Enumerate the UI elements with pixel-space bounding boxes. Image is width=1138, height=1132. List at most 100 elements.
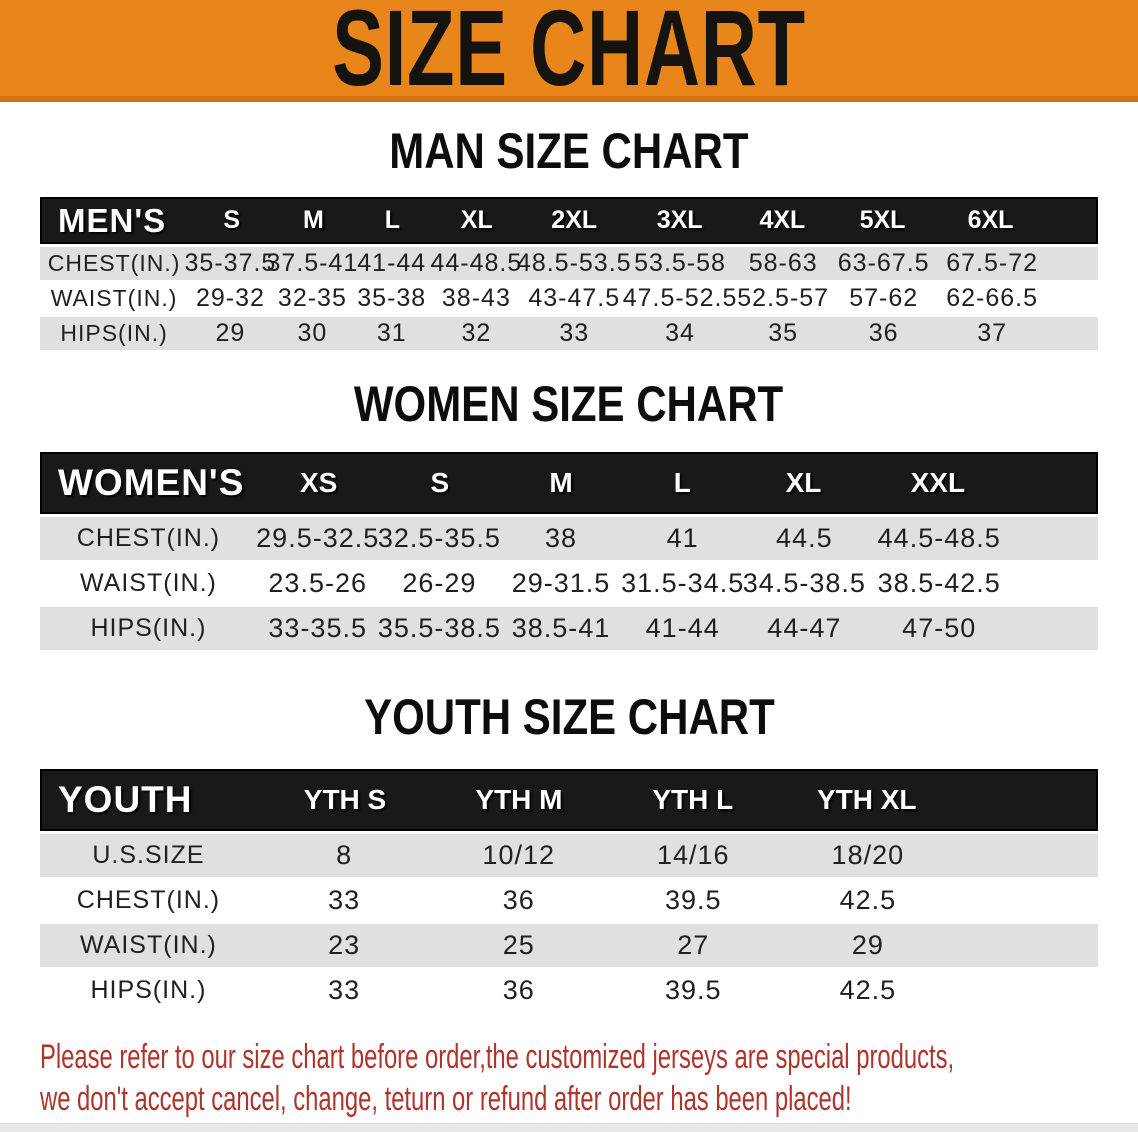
size-value-cell: 41-44 [357, 249, 427, 277]
size-value-cell: 32 [461, 319, 492, 347]
table-row: HIPS(IN.) 33 36 39.5 42.5 [40, 969, 1098, 1012]
disclaimer-line-2: we don't accept cancel, change, teturn o… [40, 1080, 852, 1118]
column-header-cell: 6XL [967, 206, 1014, 234]
size-value-cell: 29 [851, 930, 884, 960]
size-value-cell: 31.5-34.5 [621, 568, 745, 598]
title-text: YOUTH SIZE CHART [363, 689, 775, 745]
table-row: CHEST(IN.) 33 36 39.5 42.5 [40, 879, 1098, 922]
size-value-cell: 39.5 [665, 885, 722, 915]
row-label: WAIST(IN.) [80, 931, 217, 959]
column-header-cell: XS [299, 467, 338, 498]
table-header-label: YOUTH [58, 779, 193, 820]
size-value-cell: 44.5-48.5 [877, 523, 1001, 553]
table-header-label: WOMEN'S [58, 462, 245, 503]
row-label: HIPS(IN.) [90, 614, 207, 642]
row-label: HIPS(IN.) [90, 976, 207, 1004]
youth-size-chart-title: YOUTH SIZE CHART [0, 689, 1138, 745]
table-row: WAIST(IN.) 23.5-26 26-29 29-31.5 31.5-34.5 34… [40, 562, 1098, 605]
size-value-cell: 23 [328, 930, 361, 960]
size-value-cell: 44.5 [776, 523, 833, 553]
size-value-cell: 38.5-42.5 [877, 568, 1001, 598]
row-label: HIPS(IN.) [60, 320, 168, 346]
size-value-cell: 42.5 [839, 975, 897, 1005]
column-header-cell: 4XL [759, 206, 806, 234]
size-value-cell: 48.5-53.5 [516, 249, 632, 277]
size-value-cell: 29 [215, 319, 246, 347]
row-label: CHEST(IN.) [76, 886, 221, 914]
column-header-cell: 2XL [551, 206, 598, 234]
row-label: WAIST(IN.) [80, 569, 217, 597]
column-header-cell: 5XL [859, 206, 906, 234]
women-size-table: WOMEN'S XS S M L XL XXL CHEST(IN.) 29.5-32.5 32.5… [40, 452, 1098, 650]
column-header-cell: M [549, 467, 573, 498]
banner-title: SIZE CHART [332, 0, 806, 108]
size-value-cell: 38.5-41 [511, 613, 611, 643]
size-value-cell: 29.5-32.5 [256, 523, 380, 553]
size-value-cell: 47-50 [902, 613, 977, 643]
size-value-cell: 41 [666, 523, 699, 553]
column-header-cell: S [430, 467, 450, 498]
table-row: CHEST(IN.) 29.5-32.5 32.5-35.5 38 41 44.5 44.5… [40, 517, 1098, 560]
size-value-cell: 44-48.5 [430, 249, 523, 277]
size-value-cell: 36 [868, 319, 899, 347]
size-value-cell: 33 [328, 885, 361, 915]
table-header-label: MEN'S [58, 201, 167, 239]
size-value-cell: 42.5 [839, 885, 897, 915]
size-value-cell: 67.5-72 [946, 249, 1039, 277]
column-header-cell: S [223, 206, 241, 234]
women-size-chart-title: WOMEN SIZE CHART [0, 376, 1138, 432]
column-header-cell: M [302, 206, 324, 234]
bottom-divider [0, 1123, 1138, 1132]
column-header-cell: XL [785, 467, 822, 498]
size-value-cell: 23.5-26 [268, 568, 367, 598]
size-value-cell: 44-47 [767, 613, 842, 643]
size-value-cell: 31 [376, 319, 407, 347]
table-header-row: WOMEN'S XS S M L XL XXL [40, 452, 1098, 514]
size-value-cell: 38-43 [441, 284, 511, 312]
title-text: WOMEN SIZE CHART [354, 376, 784, 432]
size-value-cell: 30 [297, 319, 328, 347]
youth-size-table: YOUTH YTH S YTH M YTH L YTH XL U.S.SIZE 8 10/12… [40, 769, 1098, 1012]
size-value-cell: 33-35.5 [268, 613, 367, 643]
table-row: WAIST(IN.) 29-32 32-35 35-38 38-43 43-47.5 47.… [40, 282, 1098, 315]
size-value-cell: 32.5-35.5 [377, 523, 501, 553]
size-value-cell: 29-32 [195, 284, 265, 312]
size-value-cell: 33 [328, 975, 361, 1005]
table-header-row: YOUTH YTH S YTH M YTH L YTH XL [40, 769, 1098, 831]
size-value-cell: 10/12 [482, 840, 555, 870]
table-header-row: MEN'S S M L XL 2XL 3XL 4XL 5XL 6XL [40, 197, 1098, 244]
size-value-cell: 36 [502, 975, 535, 1005]
size-value-cell: 35 [768, 319, 799, 347]
size-value-cell: 57-62 [849, 284, 919, 312]
size-value-cell: 35-37.5 [184, 249, 277, 277]
table-row: HIPS(IN.) 33-35.5 35.5-38.5 38.5-41 41-44 44-… [40, 607, 1098, 650]
order-disclaimer: Please refer to our size chart before or… [40, 1036, 1138, 1120]
size-value-cell: 52.5-57 [737, 284, 830, 312]
size-value-cell: 47.5-52.5 [622, 284, 738, 312]
size-chart-banner: SIZE CHART [0, 0, 1138, 102]
size-value-cell: 8 [336, 840, 353, 870]
size-value-cell: 58-63 [748, 249, 818, 277]
size-value-cell: 37.5-41 [266, 249, 359, 277]
size-value-cell: 62-66.5 [946, 284, 1039, 312]
column-header-cell: YTH XL [816, 784, 917, 815]
size-value-cell: 33 [559, 319, 590, 347]
size-value-cell: 26-29 [402, 568, 477, 598]
column-header-cell: 3XL [656, 206, 703, 234]
row-label: U.S.SIZE [92, 841, 205, 869]
row-label: CHEST(IN.) [47, 250, 181, 276]
man-size-chart-title: MAN SIZE CHART [0, 126, 1138, 176]
row-label: CHEST(IN.) [76, 524, 221, 552]
table-row: CHEST(IN.) 35-37.5 37.5-41 41-44 44-48.5 48.5… [40, 247, 1098, 280]
size-value-cell: 53.5-58 [634, 249, 726, 277]
size-value-cell: 41-44 [645, 613, 720, 643]
column-header-cell: XL [460, 206, 493, 234]
column-header-cell: L [384, 206, 401, 234]
row-label: WAIST(IN.) [50, 285, 178, 311]
column-header-cell: YTH M [475, 784, 563, 815]
column-header-cell: YTH L [652, 784, 734, 815]
size-value-cell: 38 [544, 523, 578, 553]
table-row: HIPS(IN.) 29 30 31 32 33 34 35 36 37 [40, 317, 1098, 350]
size-value-cell: 35.5-38.5 [377, 613, 501, 643]
size-value-cell: 18/20 [831, 840, 905, 870]
